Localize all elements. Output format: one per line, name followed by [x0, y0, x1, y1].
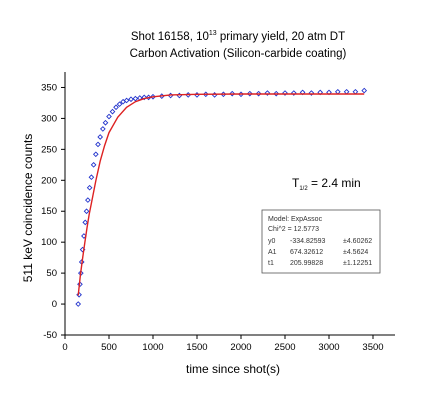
fit-param-value: -334.82593	[290, 238, 326, 245]
data-series	[75, 87, 368, 307]
data-point	[83, 208, 90, 215]
data-point	[132, 95, 139, 102]
fit-param-name: y0	[268, 238, 276, 245]
data-point	[128, 96, 134, 103]
fit-curve	[77, 93, 365, 296]
fit-param-name: A1	[268, 249, 277, 256]
y-tick-label: 200	[41, 175, 57, 186]
chart-title-line1: Shot 16158, 1013 primary yield, 20 atm D…	[131, 30, 345, 43]
data-point	[88, 174, 95, 181]
x-tick-label: 2000	[230, 342, 251, 353]
y-tick-label: 350	[41, 82, 57, 93]
y-tick-label: -50	[43, 330, 57, 341]
x-ticks: 0 500 1000 1500 2000 2500 3000 3500	[62, 335, 384, 353]
fit-param-error: ±1.12251	[343, 260, 372, 267]
y-tick-label: 250	[41, 144, 57, 155]
x-tick-label: 2500	[274, 342, 295, 353]
data-point	[92, 151, 99, 158]
data-point	[113, 104, 119, 111]
data-point	[106, 113, 112, 120]
data-point	[290, 90, 297, 96]
data-point	[255, 90, 262, 97]
fit-param-name: t1	[268, 260, 274, 267]
data-point	[85, 197, 91, 203]
data-point	[109, 108, 116, 115]
data-point	[308, 90, 315, 96]
fit-param-error: ±4.60262	[343, 238, 372, 245]
data-point	[97, 134, 104, 140]
fit-param-error: ±4.5624	[343, 249, 368, 256]
half-life-annotation: T1/2 = 2.4 min	[292, 176, 361, 192]
fit-model: Model: ExpAssoc	[268, 216, 323, 223]
data-point	[90, 161, 97, 168]
plot-area	[64, 72, 395, 336]
data-point	[211, 92, 218, 98]
x-tick-label: 500	[101, 342, 117, 353]
x-tick-label: 1500	[186, 342, 207, 353]
fit-parameters-box: Model: ExpAssoc Chi^2 = 12.5773 y0 -334.…	[261, 209, 381, 274]
x-tick-label: 3500	[362, 342, 383, 353]
y-tick-label: 0	[52, 299, 57, 310]
fit-param-value: 674.32612	[290, 249, 323, 256]
data-point	[123, 97, 130, 104]
data-point	[141, 94, 148, 101]
y-tick-label: 50	[46, 268, 57, 279]
y-tick-label: 150	[41, 206, 57, 217]
data-point	[82, 219, 89, 226]
data-point	[145, 94, 152, 101]
fit-series	[77, 93, 365, 296]
x-axis-label: time since shot(s)	[186, 362, 280, 376]
data-point	[229, 90, 236, 97]
data-point	[102, 119, 109, 126]
y-axis-label: 511 keV coincidence counts	[21, 134, 35, 283]
x-tick-label: 0	[62, 342, 67, 353]
fit-chi2: Chi^2 = 12.5773	[268, 226, 319, 233]
data-point	[361, 87, 368, 94]
data-point	[95, 141, 101, 148]
data-point	[86, 184, 93, 191]
data-point	[246, 90, 253, 97]
data-point	[282, 90, 288, 96]
data-point	[75, 301, 82, 307]
data-point	[76, 291, 82, 298]
x-tick-label: 3000	[318, 342, 339, 353]
y-tick-label: 100	[41, 237, 57, 248]
fit-param-value: 205.99828	[290, 260, 323, 267]
y-tick-label: 300	[41, 113, 57, 124]
data-point	[100, 126, 106, 132]
chart-title-line2: Carbon Activation (Silicon-carbide coati…	[130, 48, 347, 60]
data-point	[264, 90, 271, 96]
x-tick-label: 1000	[142, 342, 163, 353]
data-point	[273, 90, 280, 97]
y-ticks: -50 0 50 100 150 200 250 300 350	[41, 82, 65, 341]
data-point	[116, 101, 123, 108]
data-point	[77, 281, 83, 288]
